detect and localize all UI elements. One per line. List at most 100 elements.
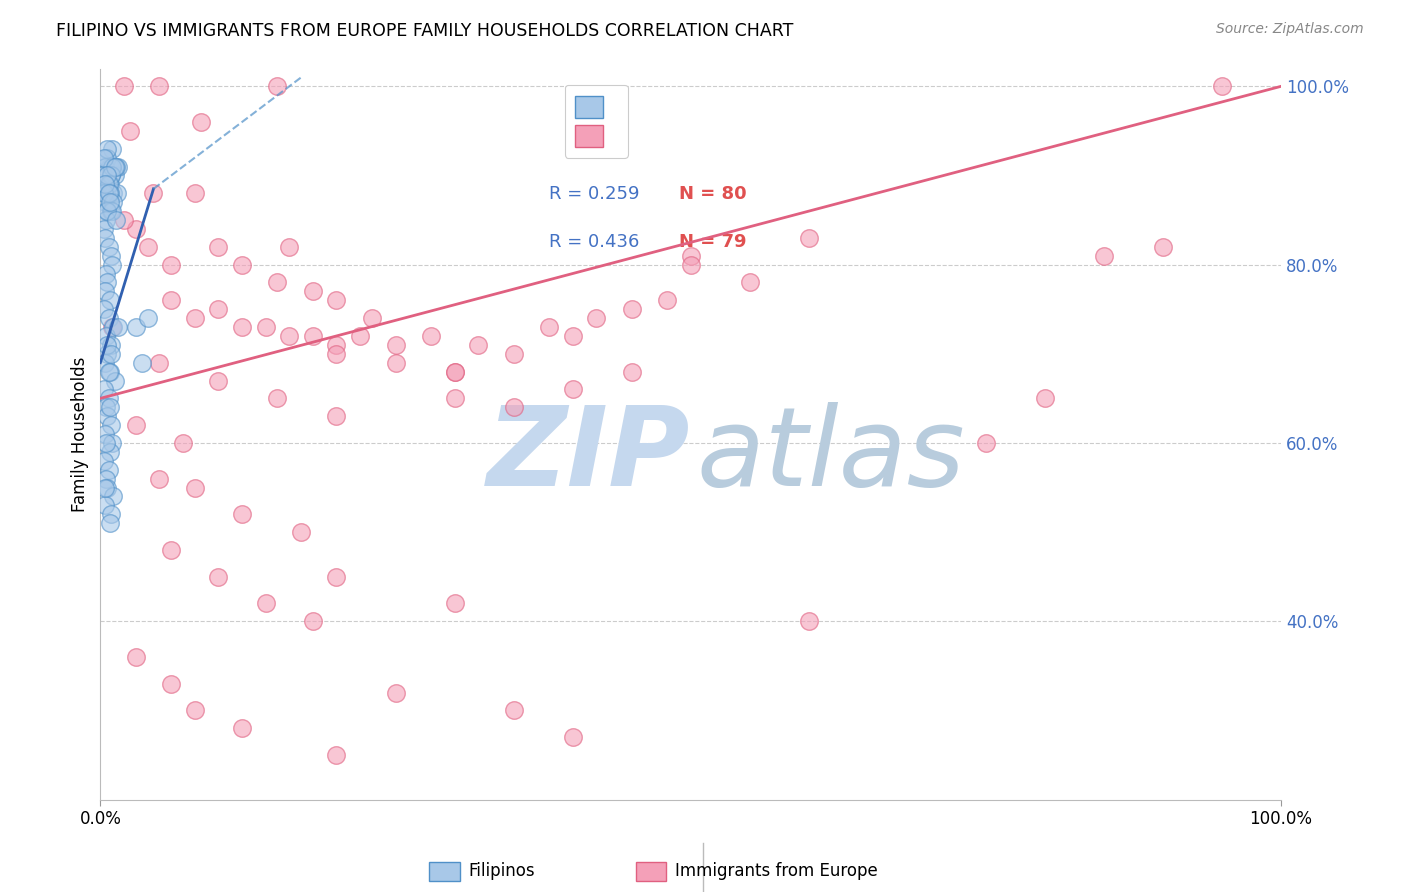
Point <box>93 186 115 201</box>
Point <box>125 418 148 433</box>
Point <box>172 436 194 450</box>
Text: Immigrants from Europe: Immigrants from Europe <box>675 863 877 880</box>
Point <box>104 213 127 227</box>
Point <box>384 338 406 352</box>
Text: FILIPINO VS IMMIGRANTS FROM EUROPE FAMILY HOUSEHOLDS CORRELATION CHART: FILIPINO VS IMMIGRANTS FROM EUROPE FAMIL… <box>56 22 793 40</box>
Text: ZIP: ZIP <box>486 402 690 509</box>
Point <box>94 178 117 192</box>
Point <box>148 356 170 370</box>
Point <box>98 401 121 415</box>
Point <box>679 258 702 272</box>
Point <box>103 195 125 210</box>
Point <box>278 329 301 343</box>
Point <box>266 392 288 406</box>
Point <box>190 115 212 129</box>
Point <box>94 427 117 442</box>
Point <box>148 472 170 486</box>
Point <box>125 222 148 236</box>
Point <box>97 463 120 477</box>
Point <box>100 508 122 522</box>
Point <box>103 160 125 174</box>
Point <box>419 329 441 343</box>
Point <box>207 302 229 317</box>
Point <box>136 240 159 254</box>
Point <box>93 454 115 468</box>
Point <box>96 481 118 495</box>
Text: N = 79: N = 79 <box>679 233 747 251</box>
Point <box>97 240 120 254</box>
Point <box>93 383 115 397</box>
Point <box>98 516 121 531</box>
Text: atlas: atlas <box>696 402 965 509</box>
Point <box>231 721 253 735</box>
Point <box>97 311 120 326</box>
Point <box>160 542 183 557</box>
Point <box>112 79 135 94</box>
Point <box>96 204 118 219</box>
Point <box>231 508 253 522</box>
Point <box>101 142 124 156</box>
Point <box>96 436 118 450</box>
Point <box>384 356 406 370</box>
Point <box>96 169 118 183</box>
Point <box>96 142 118 156</box>
Point <box>160 293 183 308</box>
Point <box>136 311 159 326</box>
Point <box>207 240 229 254</box>
Point <box>278 240 301 254</box>
Point <box>254 320 277 334</box>
Point <box>94 231 117 245</box>
Point <box>98 365 121 379</box>
Point <box>443 392 465 406</box>
Point <box>96 186 118 201</box>
Point <box>97 392 120 406</box>
Point <box>231 320 253 334</box>
Point <box>254 596 277 610</box>
Point <box>325 293 347 308</box>
Point <box>97 186 120 201</box>
Point <box>103 169 125 183</box>
Point <box>207 569 229 583</box>
Point <box>100 418 122 433</box>
Point <box>101 204 124 219</box>
Point <box>93 302 115 317</box>
Point <box>94 499 117 513</box>
Point <box>100 338 122 352</box>
Point <box>231 258 253 272</box>
Point <box>96 347 118 361</box>
Point <box>107 320 129 334</box>
Point <box>443 365 465 379</box>
Point <box>148 79 170 94</box>
Point <box>112 213 135 227</box>
Point <box>98 445 121 459</box>
Point <box>96 204 118 219</box>
Point <box>96 472 118 486</box>
Point <box>96 329 118 343</box>
Point <box>101 258 124 272</box>
Text: Source: ZipAtlas.com: Source: ZipAtlas.com <box>1216 22 1364 37</box>
Point <box>100 249 122 263</box>
Point <box>98 160 121 174</box>
Point <box>103 374 125 388</box>
Point <box>103 320 125 334</box>
Point <box>100 169 122 183</box>
Point <box>98 195 121 210</box>
Point <box>103 490 125 504</box>
Point <box>101 436 124 450</box>
Point <box>97 178 120 192</box>
Point <box>266 276 288 290</box>
Point <box>502 401 524 415</box>
Point <box>97 178 120 192</box>
Point <box>100 347 122 361</box>
Point <box>207 374 229 388</box>
Point <box>361 311 384 326</box>
Point <box>561 383 583 397</box>
Y-axis label: Family Households: Family Households <box>72 356 89 512</box>
Point <box>96 338 118 352</box>
Point <box>502 347 524 361</box>
Point <box>105 186 128 201</box>
Point <box>96 151 118 165</box>
Point <box>325 347 347 361</box>
Point <box>93 178 115 192</box>
Point <box>100 204 122 219</box>
